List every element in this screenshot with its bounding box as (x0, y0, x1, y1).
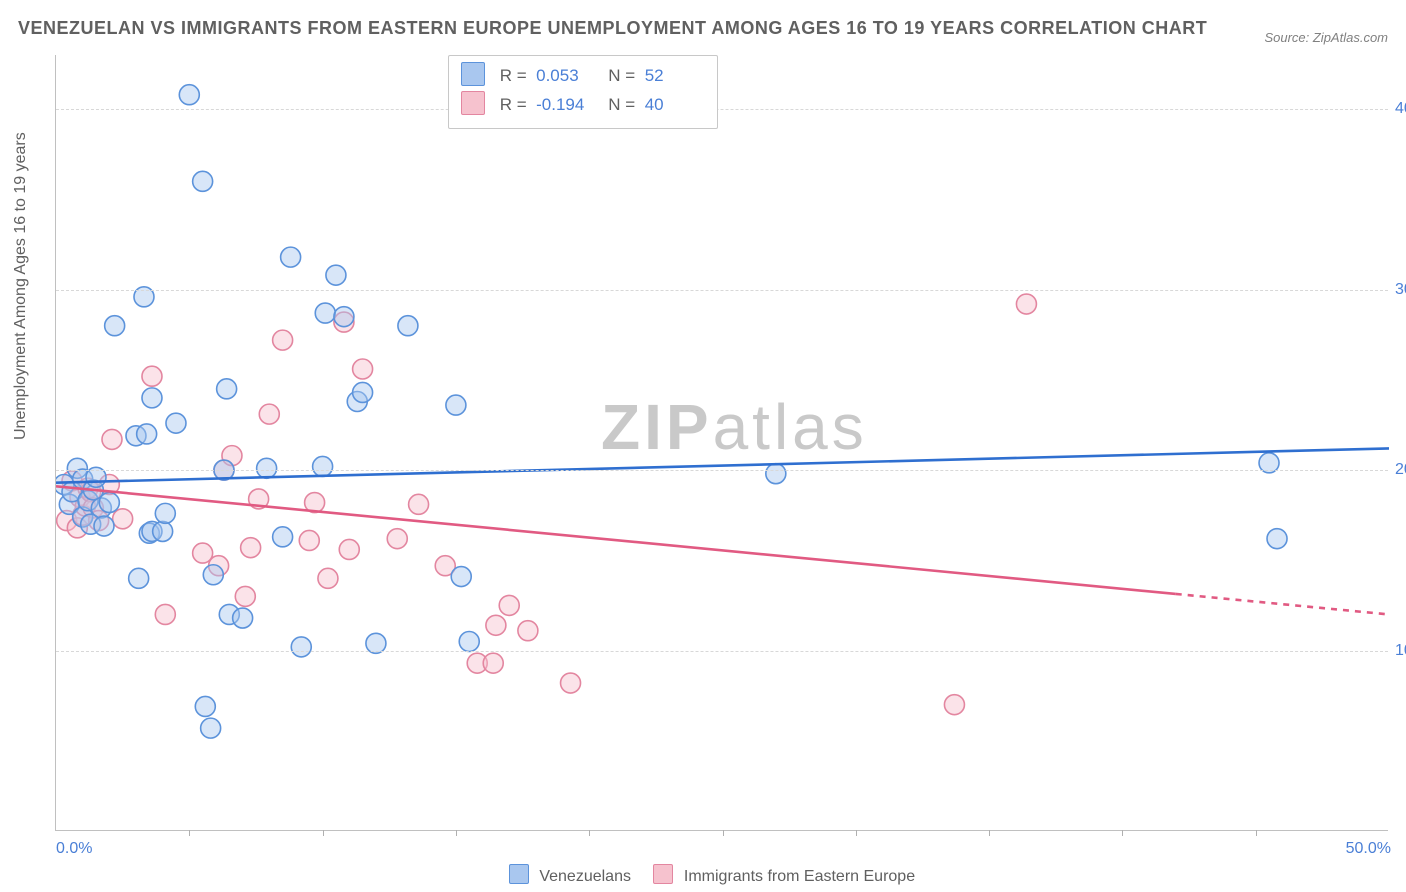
scatter-point-a (334, 307, 354, 327)
regression-line (56, 486, 1176, 594)
gridline-h (56, 470, 1388, 471)
scatter-point-a (451, 567, 471, 587)
scatter-point-b (499, 595, 519, 615)
scatter-point-a (137, 424, 157, 444)
swatch-b (461, 91, 485, 115)
scatter-point-a (155, 503, 175, 523)
scatter-point-b (241, 538, 261, 558)
scatter-point-a (313, 456, 333, 476)
scatter-point-a (203, 565, 223, 585)
scatter-point-b (1016, 294, 1036, 314)
scatter-point-a (326, 265, 346, 285)
x-minor-tick (189, 830, 190, 836)
chart-title: VENEZUELAN VS IMMIGRANTS FROM EASTERN EU… (18, 18, 1207, 39)
x-minor-tick (989, 830, 990, 836)
scatter-point-a (105, 316, 125, 336)
scatter-point-a (195, 696, 215, 716)
scatter-point-a (94, 516, 114, 536)
y-axis-label: Unemployment Among Ages 16 to 19 years (12, 132, 30, 440)
plot-area: ZIPatlas 10.0%20.0%30.0%40.0%0.0%50.0% (55, 55, 1388, 831)
x-tick-left: 0.0% (56, 840, 92, 858)
scatter-point-a (99, 493, 119, 513)
bottom-legend: Venezuelans Immigrants from Eastern Euro… (0, 864, 1406, 886)
x-minor-tick (323, 830, 324, 836)
source-label: Source: ZipAtlas.com (1264, 30, 1388, 45)
scatter-point-a (179, 85, 199, 105)
scatter-point-a (281, 247, 301, 267)
scatter-point-b (235, 586, 255, 606)
scatter-point-a (459, 632, 479, 652)
scatter-point-b (339, 539, 359, 559)
x-minor-tick (723, 830, 724, 836)
x-minor-tick (856, 830, 857, 836)
y-tick-label: 10.0% (1395, 642, 1406, 660)
scatter-point-b (113, 509, 133, 529)
scatter-point-a (153, 521, 173, 541)
stats-legend: R = 0.053 N = 52 R = -0.194 N = 40 (448, 55, 718, 129)
scatter-point-b (102, 429, 122, 449)
x-minor-tick (1256, 830, 1257, 836)
scatter-point-b (299, 530, 319, 550)
y-tick-label: 30.0% (1395, 281, 1406, 299)
scatter-point-b (142, 366, 162, 386)
regression-line (56, 448, 1389, 482)
scatter-point-a (257, 458, 277, 478)
scatter-point-a (315, 303, 335, 323)
y-tick-label: 40.0% (1395, 100, 1406, 118)
scatter-point-a (193, 171, 213, 191)
scatter-point-a (217, 379, 237, 399)
regression-line-extrapolated (1176, 594, 1389, 615)
scatter-point-a (766, 464, 786, 484)
scatter-point-a (233, 608, 253, 628)
legend-swatch-b (653, 864, 673, 884)
gridline-h (56, 290, 1388, 291)
y-tick-label: 20.0% (1395, 461, 1406, 479)
scatter-point-a (201, 718, 221, 738)
scatter-point-a (398, 316, 418, 336)
scatter-point-a (142, 388, 162, 408)
scatter-point-b (486, 615, 506, 635)
x-minor-tick (1122, 830, 1123, 836)
scatter-point-b (483, 653, 503, 673)
scatter-svg (56, 55, 1389, 831)
legend-swatch-a (509, 864, 529, 884)
scatter-point-a (129, 568, 149, 588)
scatter-point-a (273, 527, 293, 547)
stats-row-b: R = -0.194 N = 40 (461, 91, 703, 120)
scatter-point-b (387, 529, 407, 549)
scatter-point-b (518, 621, 538, 641)
scatter-point-b (273, 330, 293, 350)
scatter-point-b (259, 404, 279, 424)
scatter-point-a (1267, 529, 1287, 549)
gridline-h (56, 651, 1388, 652)
scatter-point-b (409, 494, 429, 514)
swatch-a (461, 62, 485, 86)
scatter-point-b (318, 568, 338, 588)
scatter-point-b (155, 604, 175, 624)
x-tick-right: 50.0% (1346, 840, 1391, 858)
scatter-point-b (944, 695, 964, 715)
scatter-point-b (353, 359, 373, 379)
legend-label-a: Venezuelans (539, 868, 631, 885)
stats-row-a: R = 0.053 N = 52 (461, 62, 703, 91)
scatter-point-a (166, 413, 186, 433)
gridline-h (56, 109, 1388, 110)
scatter-point-a (291, 637, 311, 657)
x-minor-tick (589, 830, 590, 836)
scatter-point-a (353, 382, 373, 402)
x-minor-tick (456, 830, 457, 836)
legend-label-b: Immigrants from Eastern Europe (684, 868, 915, 885)
scatter-point-a (446, 395, 466, 415)
scatter-point-b (561, 673, 581, 693)
